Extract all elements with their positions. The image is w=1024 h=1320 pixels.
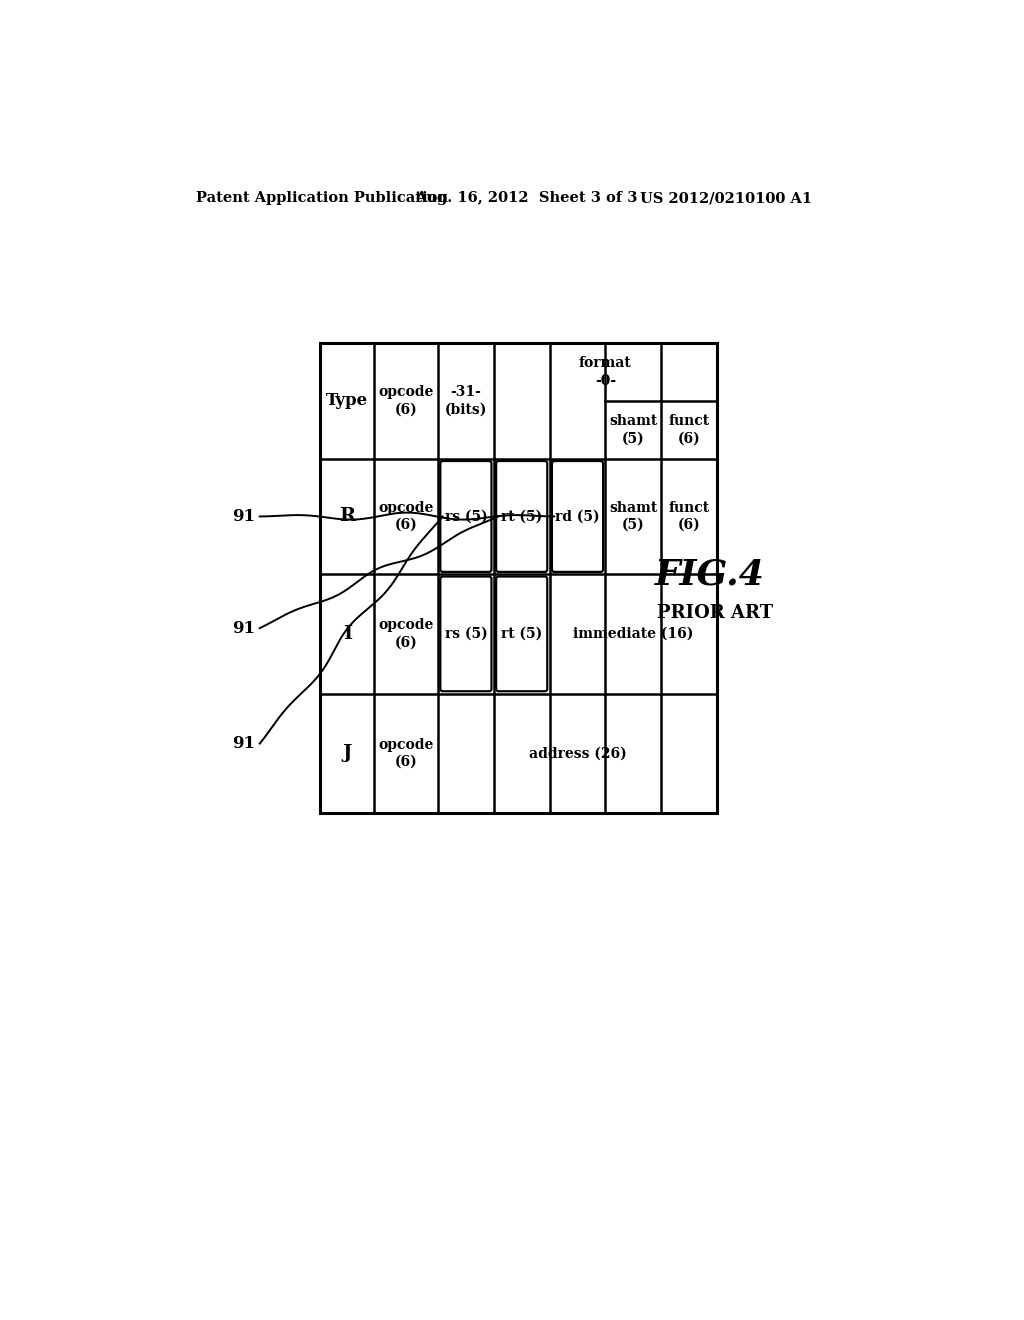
Text: 91: 91: [232, 735, 255, 752]
Text: I: I: [343, 624, 352, 643]
Bar: [321, 343, 717, 813]
Text: rd (5): rd (5): [555, 510, 600, 524]
Text: R: R: [339, 507, 355, 525]
Text: shamt
(5): shamt (5): [609, 414, 657, 445]
Text: immediate (16): immediate (16): [573, 627, 693, 642]
Text: Type: Type: [327, 392, 369, 409]
Text: rt (5): rt (5): [501, 627, 543, 642]
Text: rt (5): rt (5): [501, 510, 543, 524]
Text: opcode
(6): opcode (6): [379, 500, 434, 532]
Text: funct
(6): funct (6): [669, 500, 710, 532]
Text: opcode
(6): opcode (6): [379, 618, 434, 649]
Text: J: J: [343, 744, 352, 762]
Text: US 2012/0210100 A1: US 2012/0210100 A1: [640, 191, 812, 206]
Text: PRIOR ART: PRIOR ART: [657, 603, 773, 622]
Text: rs (5): rs (5): [444, 627, 487, 642]
Text: opcode
(6): opcode (6): [379, 738, 434, 768]
Text: format
-0-: format -0-: [579, 356, 632, 388]
Text: rs (5): rs (5): [444, 510, 487, 524]
Text: Aug. 16, 2012  Sheet 3 of 3: Aug. 16, 2012 Sheet 3 of 3: [415, 191, 637, 206]
Text: shamt
(5): shamt (5): [609, 500, 657, 532]
Text: address (26): address (26): [528, 746, 627, 760]
Text: Patent Application Publication: Patent Application Publication: [197, 191, 449, 206]
Text: funct
(6): funct (6): [669, 414, 710, 445]
Text: 91: 91: [232, 508, 255, 525]
Text: -31-
(bits): -31- (bits): [444, 385, 487, 417]
Text: FIG.4: FIG.4: [655, 557, 765, 591]
Text: opcode
(6): opcode (6): [379, 385, 434, 417]
Text: 91: 91: [232, 619, 255, 636]
